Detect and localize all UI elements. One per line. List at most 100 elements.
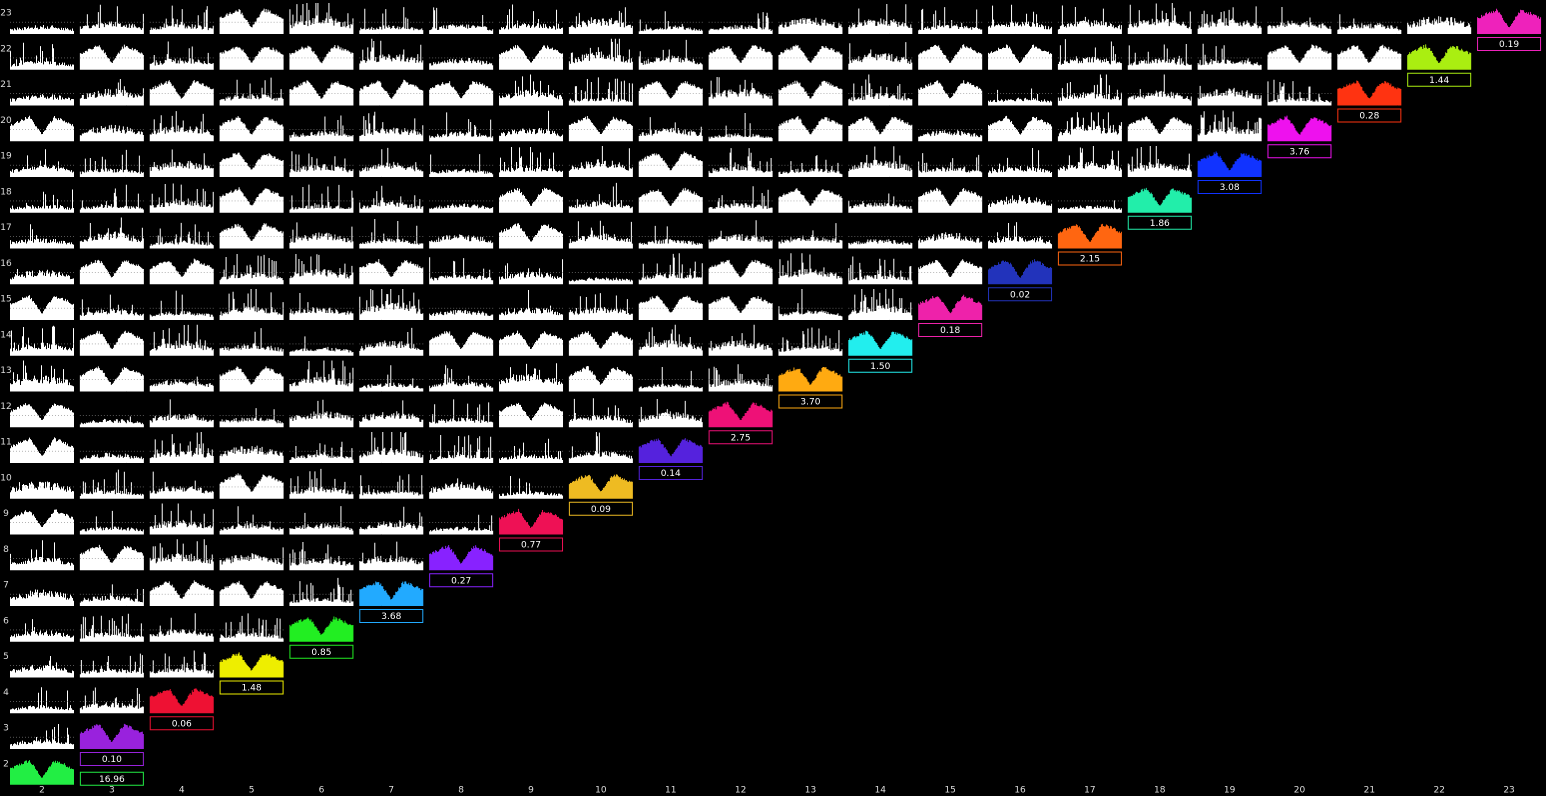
pair-histogram (359, 506, 424, 535)
pair-histogram (79, 469, 144, 499)
diagonal-histogram (708, 401, 773, 428)
diagonal-histogram (568, 474, 633, 499)
row-label: 7 (3, 581, 9, 591)
diagonal-histogram (219, 652, 284, 678)
row-label: 6 (3, 616, 9, 626)
pair-histogram (848, 42, 913, 70)
pair-histogram (1337, 44, 1402, 70)
pair-histogram (219, 187, 284, 213)
pair-histogram (10, 687, 74, 714)
row-label: 13 (0, 366, 11, 376)
pair-histogram (149, 324, 214, 356)
diagonal-histogram (149, 688, 214, 714)
pair-histogram (289, 80, 354, 106)
pair-histogram (359, 219, 424, 249)
pair-histogram (638, 253, 703, 285)
row-label: 15 (0, 295, 11, 305)
pair-histogram (568, 7, 633, 34)
value-box (988, 287, 1053, 302)
row-label: 12 (0, 402, 11, 412)
value-box (149, 716, 214, 731)
pair-histogram (848, 116, 913, 142)
pair-histogram (499, 146, 564, 177)
pair-histogram (918, 130, 983, 142)
pair-histogram (848, 256, 913, 285)
col-label: 5 (249, 786, 255, 796)
col-label: 13 (805, 786, 816, 796)
col-label: 6 (319, 786, 325, 796)
pair-histogram (848, 239, 913, 249)
col-label: 4 (179, 786, 185, 796)
pair-histogram (708, 148, 773, 177)
col-label: 12 (735, 786, 746, 796)
diagonal-histogram (1407, 44, 1472, 70)
value-box (289, 644, 354, 659)
pair-histogram (568, 116, 633, 142)
value-label: 3.68 (381, 612, 401, 622)
pair-histogram (359, 541, 424, 571)
pair-histogram (149, 539, 214, 571)
pair-histogram (708, 186, 773, 213)
col-label: 2 (39, 786, 45, 796)
pair-histogram (289, 506, 354, 535)
pair-histogram (219, 8, 284, 34)
pair-histogram (429, 81, 494, 106)
pair-histogram (568, 398, 633, 428)
pair-histogram (499, 330, 564, 356)
pair-histogram (918, 153, 983, 177)
pair-histogram (429, 257, 494, 285)
pair-histogram (1197, 110, 1262, 142)
value-label: 0.10 (102, 755, 122, 765)
diagonal-histogram (1197, 151, 1262, 177)
value-label: 0.28 (1359, 112, 1379, 122)
row-label: 20 (0, 116, 12, 126)
diagonal-histogram (988, 259, 1053, 285)
pair-histogram (988, 4, 1053, 34)
pair-histogram (149, 222, 214, 249)
pair-histogram (359, 111, 424, 142)
pair-histogram (778, 289, 843, 320)
pair-histogram (568, 182, 633, 213)
col-label: 3 (109, 786, 115, 796)
pair-histogram (1127, 74, 1192, 106)
pair-histogram (359, 147, 424, 177)
value-label: 3.76 (1289, 147, 1309, 157)
pair-histogram (499, 259, 564, 285)
pair-histogram (79, 510, 144, 535)
pair-histogram (289, 468, 354, 499)
pair-histogram (10, 481, 74, 499)
pair-histogram (1337, 14, 1402, 34)
value-box (708, 430, 773, 445)
value-label: 0.18 (940, 326, 960, 336)
pair-histogram (988, 148, 1053, 177)
pair-histogram (638, 39, 703, 70)
pair-histogram (149, 471, 214, 499)
pair-histogram (429, 478, 494, 499)
pair-histogram (79, 544, 144, 571)
pair-histogram (1197, 43, 1262, 70)
value-box (568, 501, 633, 516)
pair-histogram (1127, 43, 1192, 70)
pair-histogram (219, 254, 284, 285)
value-box (778, 394, 843, 409)
pair-histogram (1057, 74, 1122, 106)
pair-histogram (429, 7, 494, 34)
row-label: 3 (3, 724, 9, 734)
pair-histogram (848, 74, 913, 106)
pair-histogram (219, 366, 284, 392)
pair-histogram (499, 74, 564, 106)
pair-histogram (988, 195, 1053, 213)
pair-histogram (1057, 39, 1122, 70)
value-box (359, 609, 424, 623)
value-box (1197, 180, 1262, 194)
value-label: 1.48 (242, 684, 262, 694)
pair-histogram (289, 151, 354, 177)
pair-histogram (10, 589, 74, 606)
pair-histogram (219, 473, 284, 499)
diagonal-histogram (638, 438, 703, 463)
pair-histogram (429, 309, 494, 320)
pair-histogram (149, 183, 214, 213)
pair-histogram (778, 115, 843, 142)
pair-histogram (79, 687, 144, 714)
row-label: 14 (0, 330, 12, 340)
